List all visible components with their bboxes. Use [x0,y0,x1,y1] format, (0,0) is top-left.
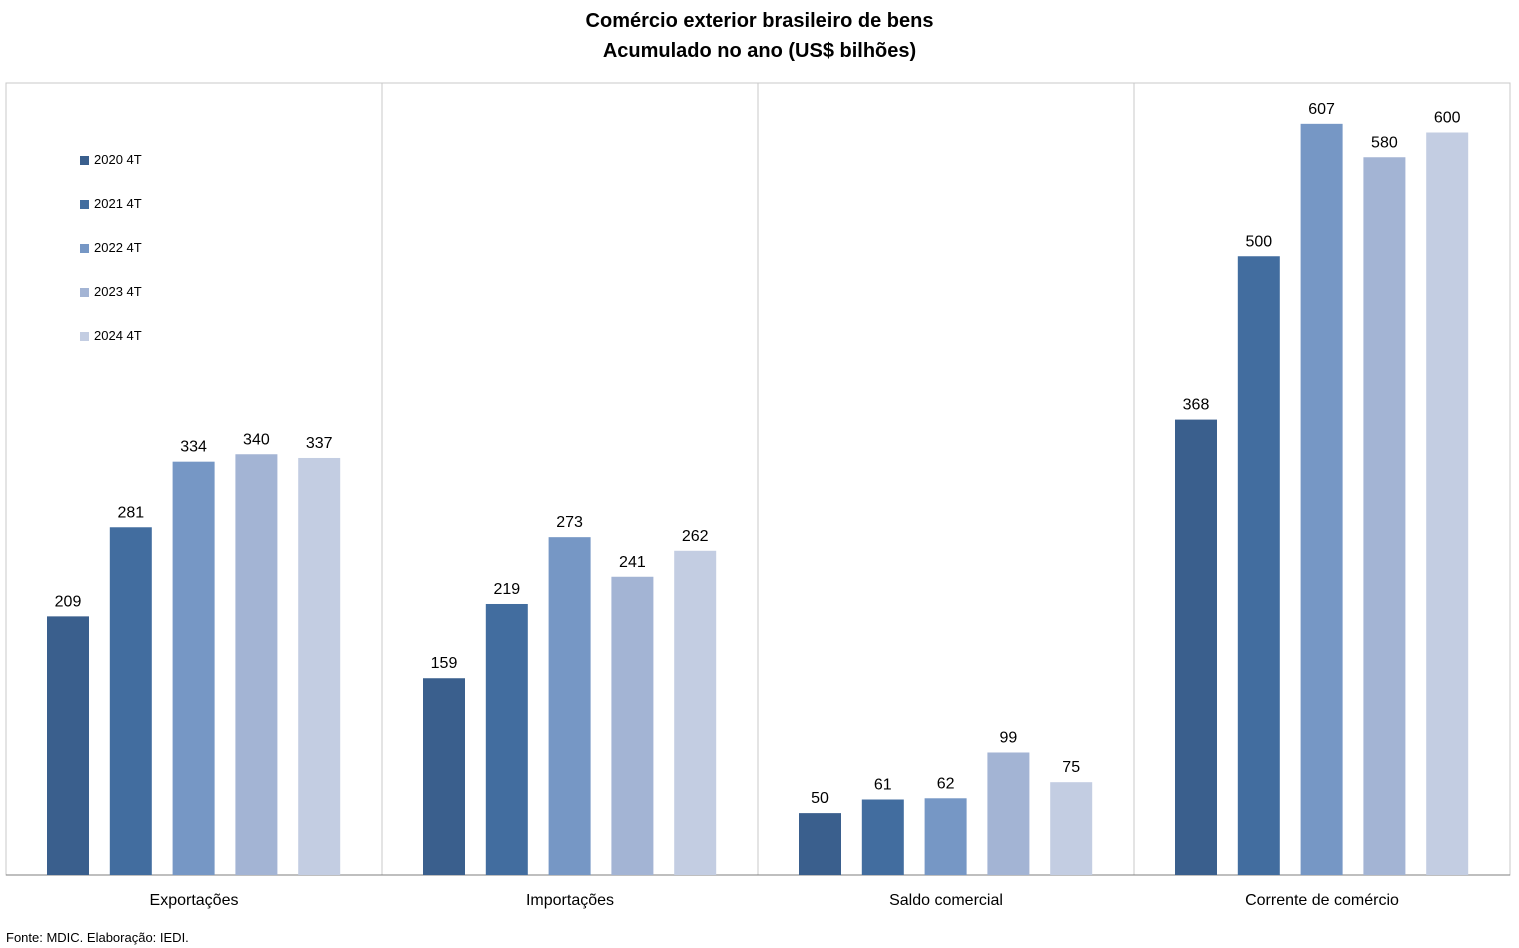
bar [235,454,278,875]
bar [1363,157,1406,875]
legend-swatch [80,156,89,165]
data-label: 99 [1000,729,1018,746]
bar [861,799,904,875]
data-label: 600 [1434,110,1461,127]
legend-label: 2022 4T [94,240,142,255]
bar [924,798,967,875]
legend-item: 2024 4T [80,328,142,372]
data-label: 273 [556,514,583,531]
bar [298,457,341,875]
legend: 2020 4T 2021 4T 2022 4T 2023 4T 2024 4T [80,152,142,372]
bar [47,616,89,875]
chart-subtitle: Acumulado no ano (US$ bilhões) [602,40,917,62]
legend-label: 2024 4T [94,328,142,343]
legend-swatch [80,200,89,209]
data-label: 50 [811,790,829,807]
bar [987,752,1030,875]
bar [172,461,215,875]
legend-item: 2023 4T [80,284,142,328]
data-label: 62 [937,775,955,792]
legend-item: 2020 4T [80,152,142,196]
bar [485,603,528,875]
legend-item: 2022 4T [80,240,142,284]
bar [1237,256,1280,875]
bar [1175,419,1217,875]
data-label: 340 [243,431,270,448]
data-label: 500 [1245,233,1272,250]
data-label: 337 [306,435,333,452]
chart-title: Comércio exterior brasileiro de bens [585,10,934,32]
category-label: Importações [526,892,614,909]
bar [674,550,717,875]
category-label: Exportações [150,892,239,909]
category-label: Saldo comercial [889,892,1003,909]
data-label: 334 [180,439,207,456]
data-label: 61 [874,777,892,794]
bar [799,813,841,875]
legend-label: 2020 4T [94,152,142,167]
bar [548,537,591,875]
data-label: 580 [1371,134,1398,151]
data-label: 262 [682,528,709,545]
data-label: 281 [117,504,144,521]
data-label: 209 [55,593,82,610]
data-label: 368 [1183,397,1210,414]
data-label: 241 [619,554,646,571]
source-note: Fonte: MDIC. Elaboração: IEDI. [6,930,189,945]
data-label: 607 [1308,101,1335,118]
bar [1050,782,1093,875]
bar [423,678,465,875]
legend-label: 2021 4T [94,196,142,211]
category-label: Corrente de comércio [1245,892,1399,909]
legend-swatch [80,244,89,253]
bar [611,576,654,875]
legend-label: 2023 4T [94,284,142,299]
legend-swatch [80,332,89,341]
data-label: 75 [1062,759,1080,776]
bar [1426,132,1469,875]
data-label: 219 [493,581,520,598]
bar [109,527,152,875]
data-label: 159 [431,655,458,672]
legend-swatch [80,288,89,297]
legend-item: 2021 4T [80,196,142,240]
bar [1300,123,1343,875]
